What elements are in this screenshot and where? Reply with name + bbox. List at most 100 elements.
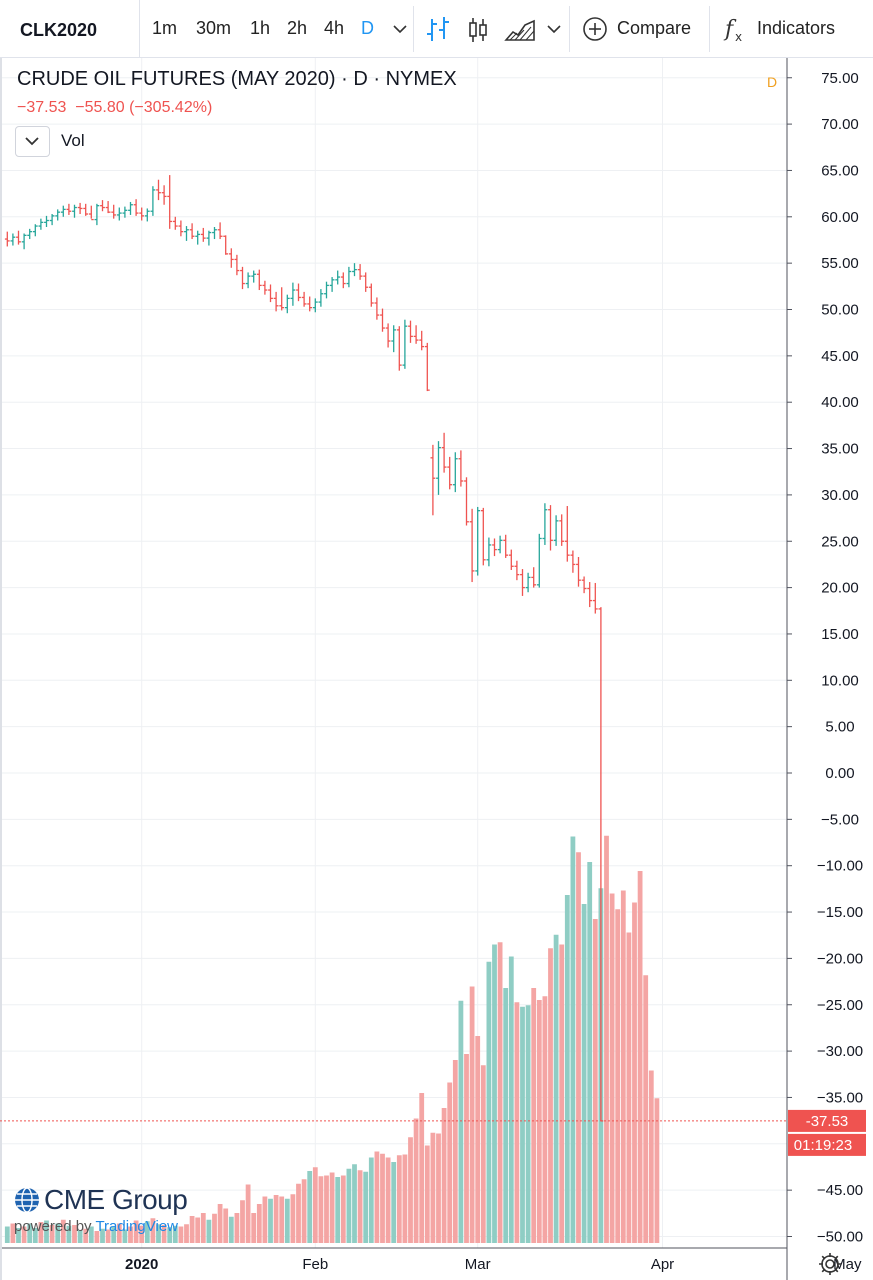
chevron-down-icon[interactable]	[544, 8, 564, 50]
volume-bar	[144, 1221, 150, 1243]
volume-bar	[581, 904, 587, 1243]
ohlc-bar	[184, 226, 189, 241]
ohlc-bar	[531, 567, 537, 588]
ohlc-bar	[223, 235, 229, 255]
ohlc-bar	[44, 215, 49, 227]
y-tick-label: −35.00	[817, 1089, 863, 1106]
volume-bar	[324, 1175, 329, 1243]
y-tick-label: −5.00	[821, 811, 859, 828]
volume-bar	[161, 1225, 167, 1243]
indicators-button[interactable]: Indicators	[757, 18, 836, 38]
gear-icon[interactable]	[816, 1250, 844, 1278]
cme-logo-text: CME Group	[44, 1184, 188, 1215]
x-tick-label: Apr	[651, 1256, 674, 1273]
y-tick-label: 35.00	[821, 441, 859, 458]
volume-bar	[368, 1157, 374, 1243]
ohlc-bar	[122, 206, 128, 218]
volume-bar	[385, 1157, 391, 1243]
ohlc-bar	[83, 203, 89, 216]
volume-bar	[329, 1172, 335, 1243]
volume-bar	[615, 909, 621, 1243]
ohlc-bar	[324, 281, 329, 299]
fx-icon[interactable]: f x	[722, 8, 750, 50]
powered-by[interactable]: powered by TradingView	[14, 1218, 178, 1235]
volume-bar	[525, 1005, 531, 1243]
volume-bar	[520, 1006, 525, 1243]
toolbar-divider	[709, 6, 710, 52]
timeframe-1h[interactable]: 1h	[250, 18, 271, 38]
volume-bar	[217, 1204, 223, 1243]
symbol-search[interactable]: CLK2020	[0, 0, 140, 57]
price-tag-label: -37.53	[806, 1113, 849, 1130]
volume-bar	[44, 1220, 49, 1243]
series-values: −37.53 −55.80 (−305.42%)	[17, 99, 213, 116]
ohlc-bar	[16, 230, 21, 245]
timeframe-4h[interactable]: 4h	[324, 18, 345, 38]
volume-bar	[396, 1155, 402, 1243]
volume-bar	[128, 1226, 133, 1243]
timeframe-d[interactable]: D	[361, 18, 374, 38]
volume-bar	[251, 1213, 257, 1243]
ohlc-bar	[357, 264, 363, 280]
volume-bar	[402, 1154, 408, 1243]
y-tick-label: −10.00	[817, 858, 863, 875]
legend-collapse-button[interactable]	[15, 126, 50, 157]
volume-bar	[296, 1183, 301, 1243]
ohlc-bar	[486, 537, 492, 567]
ohlc-bar	[245, 272, 251, 289]
ohlc-bar	[508, 549, 514, 570]
ohlc-bar	[72, 204, 77, 218]
ohlc-bar	[335, 270, 341, 285]
countdown-tag	[788, 1133, 866, 1156]
volume-bar	[447, 1082, 453, 1243]
ohlc-bar	[228, 248, 234, 268]
ohlc-bar	[284, 294, 290, 314]
y-tick-label: 5.00	[825, 719, 854, 736]
top-toolbar: CLK2020 1m 30m 1h 2h 4h D Compare f x In…	[0, 0, 873, 58]
ohlc-bar	[32, 224, 38, 237]
ohlc-bar	[469, 508, 475, 583]
ohlc-bar	[161, 185, 167, 205]
ohlc-bar	[430, 444, 436, 516]
volume-bar	[184, 1224, 189, 1243]
volume-bar	[424, 1145, 430, 1243]
y-tick-label: 15.00	[821, 626, 859, 643]
powered-by-prefix: powered by	[14, 1218, 96, 1235]
volume-bar	[4, 1226, 10, 1243]
ohlc-bar	[564, 506, 570, 562]
ohlc-bar	[447, 456, 453, 490]
ohlc-bar	[88, 205, 94, 221]
plus-circle-icon[interactable]	[580, 8, 610, 50]
chevron-down-icon[interactable]	[390, 8, 410, 50]
volume-bar	[514, 1002, 520, 1243]
timeframe-1m[interactable]: 1m	[152, 18, 178, 38]
interval-marker: D	[767, 74, 778, 90]
ohlc-bar	[189, 223, 195, 240]
volume-bar	[654, 1098, 660, 1243]
ohlc-bar	[368, 283, 374, 307]
y-tick-label: 65.00	[821, 162, 859, 179]
bar-chart-icon[interactable]	[424, 8, 452, 50]
volume-bar	[497, 942, 503, 1243]
timeframe-30m[interactable]: 30m	[196, 18, 232, 38]
ohlc-bar	[38, 218, 44, 230]
volume-bar	[357, 1170, 363, 1243]
ohlc-bar	[200, 227, 206, 242]
ohlc-bars	[4, 175, 604, 1122]
cme-group-logo: CME Group powered by TradingView	[14, 1184, 214, 1244]
volume-bar	[592, 919, 598, 1243]
area-chart-icon[interactable]	[504, 8, 536, 50]
volume-bar	[503, 988, 509, 1243]
compare-button[interactable]: Compare	[617, 18, 692, 38]
ohlc-bar	[525, 572, 531, 593]
ohlc-bar	[128, 201, 133, 215]
ohlc-bar	[329, 277, 335, 292]
volume-bar	[436, 1133, 441, 1243]
volume-bar	[223, 1208, 229, 1243]
tradingview-link[interactable]: TradingView	[95, 1218, 178, 1235]
ohlc-bar	[77, 202, 83, 215]
timeframe-2h[interactable]: 2h	[287, 18, 308, 38]
ohlc-bar	[391, 325, 397, 353]
candle-chart-icon[interactable]	[466, 8, 490, 50]
